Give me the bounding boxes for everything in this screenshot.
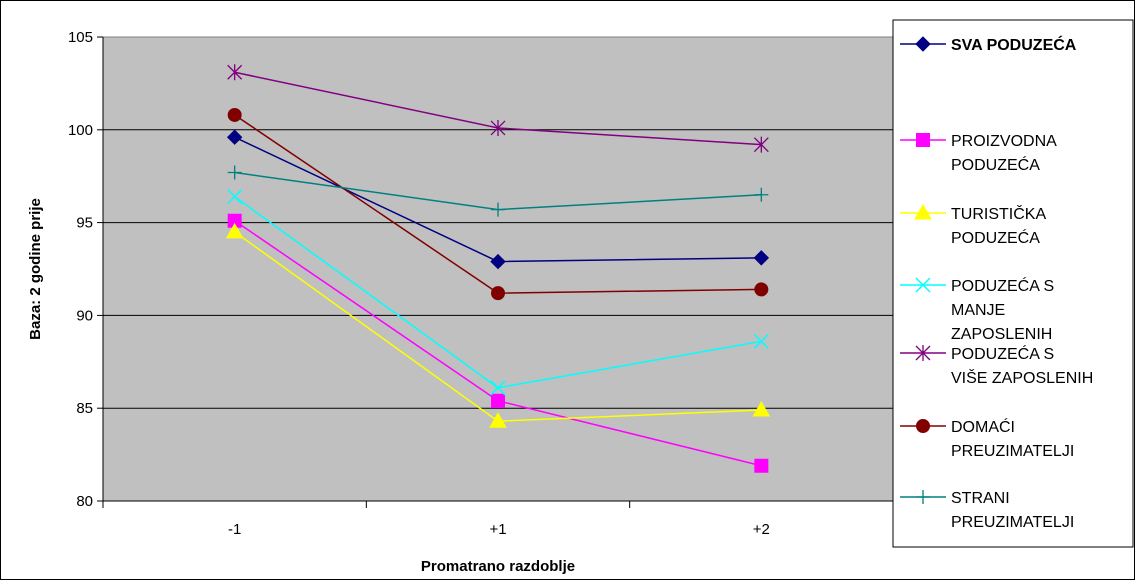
data-point (753, 333, 769, 349)
legend-label: PREUZIMATELJI (951, 514, 1074, 531)
legend-label: ZAPOSLENIH (951, 326, 1052, 343)
data-point (227, 107, 242, 122)
y-tick-label: 95 (76, 215, 93, 232)
series-5 (227, 64, 769, 153)
legend-label: STRANI (951, 490, 1010, 507)
data-point (754, 282, 769, 297)
legend-label: PREUZIMATELJI (951, 443, 1074, 460)
x-axis-ticks: -1 +1 +2 (102, 501, 894, 538)
legend-marker (915, 345, 931, 361)
data-point (491, 202, 505, 217)
data-point (490, 253, 506, 270)
data-point (754, 187, 769, 202)
data-point (491, 286, 505, 301)
legend-entry: STRANI PREUZIMATELJI (900, 490, 1074, 531)
legend-entry: PODUZEĆA S VIŠE ZAPOSLENIH (900, 344, 1093, 387)
legend: SVA PODUZEĆAPROIZVODNAPODUZEĆATURISTIČKA… (900, 35, 1093, 531)
legend-entry: DOMAĆI PREUZIMATELJI (900, 417, 1074, 460)
series-3 (225, 222, 771, 428)
y-axis-ticks: 80 85 90 95 100 105 (68, 29, 103, 510)
axes (102, 37, 893, 502)
data-point (491, 393, 505, 408)
series-7 (227, 165, 769, 217)
x-axis-title: Promatrano razdoblje (421, 558, 575, 575)
series-2 (227, 213, 769, 473)
data-point (489, 412, 507, 428)
legend-label: TURISTIČKA (951, 204, 1046, 223)
data-point (753, 136, 769, 153)
legend-entry: PROIZVODNA PODUZEĆA (900, 133, 1057, 174)
legend-entry: SVA PODUZEĆA (900, 35, 1077, 54)
legend-marker (915, 36, 931, 52)
x-tick-label: +2 (753, 521, 770, 538)
y-tick-label: 90 (76, 307, 93, 324)
series-6 (227, 107, 769, 301)
legend-label: PROIZVODNA (951, 133, 1057, 150)
series-4 (227, 189, 769, 396)
data-point (490, 380, 506, 396)
y-tick-label: 100 (68, 122, 93, 139)
data-point (227, 165, 242, 180)
legend-marker (916, 419, 930, 433)
legend-label: PODUZEĆA S (951, 276, 1054, 295)
legend-label: PODUZEĆA (951, 155, 1040, 174)
legend-marker (916, 490, 930, 504)
legend-box (892, 19, 1134, 548)
legend-label: VIŠE ZAPOSLENIH (951, 368, 1093, 387)
data-point (753, 250, 770, 266)
legend-marker (914, 203, 932, 220)
y-tick-label: 85 (76, 400, 93, 417)
data-point (754, 458, 769, 473)
y-tick-label: 80 (76, 493, 93, 510)
data-point (226, 129, 243, 145)
x-tick-label: +1 (489, 521, 506, 538)
legend-entry: TURISTIČKA PODUZEĆA (900, 203, 1046, 247)
legend-marker (915, 277, 931, 293)
data-point (227, 64, 243, 81)
series-layer (225, 64, 771, 473)
data-point (490, 119, 506, 136)
series-1 (226, 129, 770, 270)
x-tick-label: -1 (228, 521, 241, 538)
data-point (752, 401, 771, 417)
legend-label: MANJE (951, 302, 1005, 319)
data-point (225, 222, 244, 239)
legend-label: DOMAĆI (951, 417, 1015, 436)
data-point (227, 189, 243, 205)
legend-label: PODUZEĆA (951, 228, 1040, 247)
legend-marker (916, 133, 930, 147)
y-axis-title: Baza: 2 godine prije (27, 198, 44, 340)
legend-label: SVA PODUZEĆA (951, 35, 1077, 54)
legend-entry: PODUZEĆA S MANJE ZAPOSLENIH (900, 276, 1054, 343)
y-tick-label: 105 (68, 29, 93, 46)
legend-label: PODUZEĆA S (951, 344, 1054, 363)
